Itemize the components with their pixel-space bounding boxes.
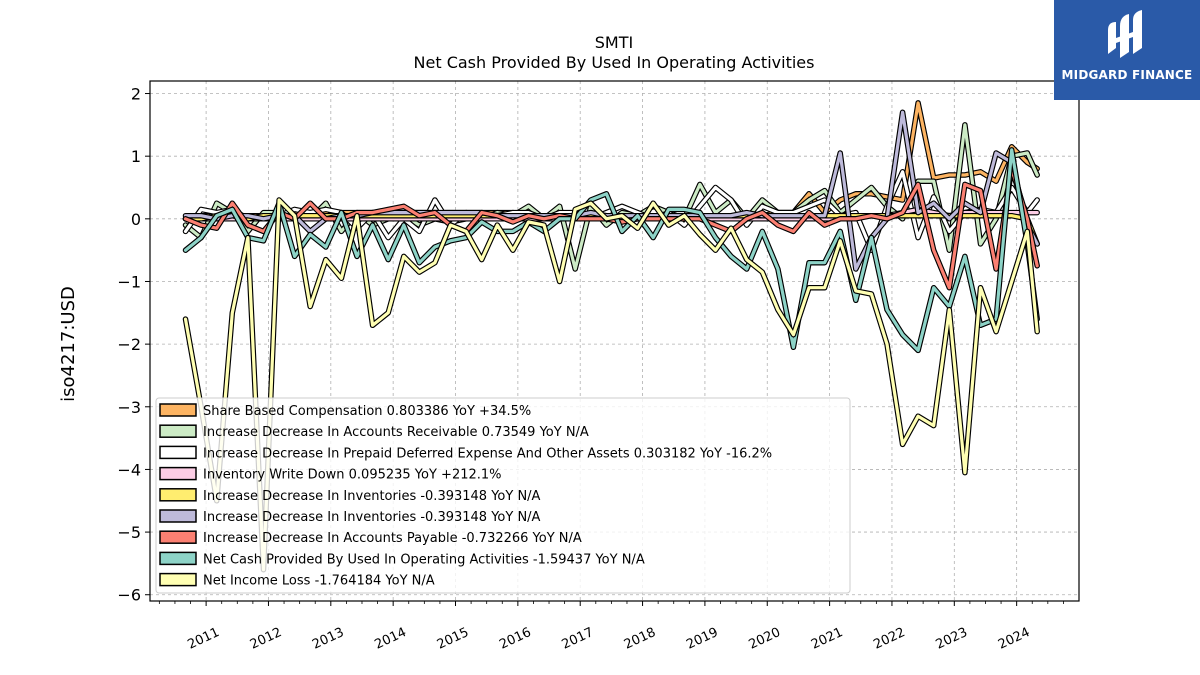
legend-swatch-2 bbox=[159, 445, 197, 460]
legend-swatch-8 bbox=[159, 572, 197, 587]
y-tick-label: −4 bbox=[117, 460, 141, 479]
y-tick-label: −5 bbox=[117, 523, 141, 542]
y-tick-label: −6 bbox=[117, 586, 141, 605]
legend-swatch-5 bbox=[159, 509, 197, 523]
y-tick-label: 2 bbox=[131, 85, 141, 104]
logo-text: MIDGARD FINANCE bbox=[1061, 68, 1193, 82]
legend-label-5: Increase Decrease In Inventories -0.3931… bbox=[203, 510, 541, 525]
y-axis-label: iso4217:USD bbox=[58, 286, 79, 402]
legend-label-3: Inventory Write Down 0.095235 YoY +212.1… bbox=[203, 468, 502, 483]
legend-swatch-1 bbox=[159, 424, 197, 438]
brand-logo: MIDGARD FINANCE bbox=[1054, 0, 1200, 100]
y-tick-label: 0 bbox=[131, 210, 141, 229]
series-line-6 bbox=[183, 167, 1039, 290]
plot-frame bbox=[149, 80, 1080, 602]
y-tick-label: −1 bbox=[117, 272, 141, 291]
legend-swatch-0 bbox=[159, 403, 197, 417]
legend-label-1: Increase Decrease In Accounts Receivable… bbox=[203, 425, 589, 440]
legend-swatch-3 bbox=[159, 466, 197, 481]
series-line-8 bbox=[183, 198, 1039, 572]
series-lines bbox=[182, 100, 1040, 573]
legend-label-2: Increase Decrease In Prepaid Deferred Ex… bbox=[203, 446, 772, 461]
chart-subtitle: Net Cash Provided By Used In Operating A… bbox=[414, 53, 815, 72]
legend-label-6: Increase Decrease In Accounts Payable -0… bbox=[203, 531, 582, 546]
legend: Share Based Compensation 0.803386 YoY +3… bbox=[155, 397, 851, 594]
series-line-7 bbox=[183, 148, 1039, 352]
legend-label-8: Net Income Loss -1.764184 YoY N/A bbox=[203, 574, 435, 589]
y-tick-label: −3 bbox=[117, 398, 141, 417]
legend-label-7: Net Cash Provided By Used In Operating A… bbox=[203, 552, 645, 567]
legend-label-0: Share Based Compensation 0.803386 YoY +3… bbox=[203, 404, 531, 419]
legend-label-4: Increase Decrease In Inventories -0.3931… bbox=[203, 489, 541, 504]
legend-swatch-6 bbox=[159, 530, 197, 544]
legend-swatch-4 bbox=[159, 488, 197, 502]
logo-mark-icon bbox=[1108, 10, 1142, 58]
chart-title: SMTI bbox=[595, 33, 633, 52]
y-tick-label: −2 bbox=[117, 335, 141, 354]
y-tick-label: 1 bbox=[131, 147, 141, 166]
legend-swatch-7 bbox=[159, 551, 197, 566]
legend-box bbox=[155, 397, 851, 594]
